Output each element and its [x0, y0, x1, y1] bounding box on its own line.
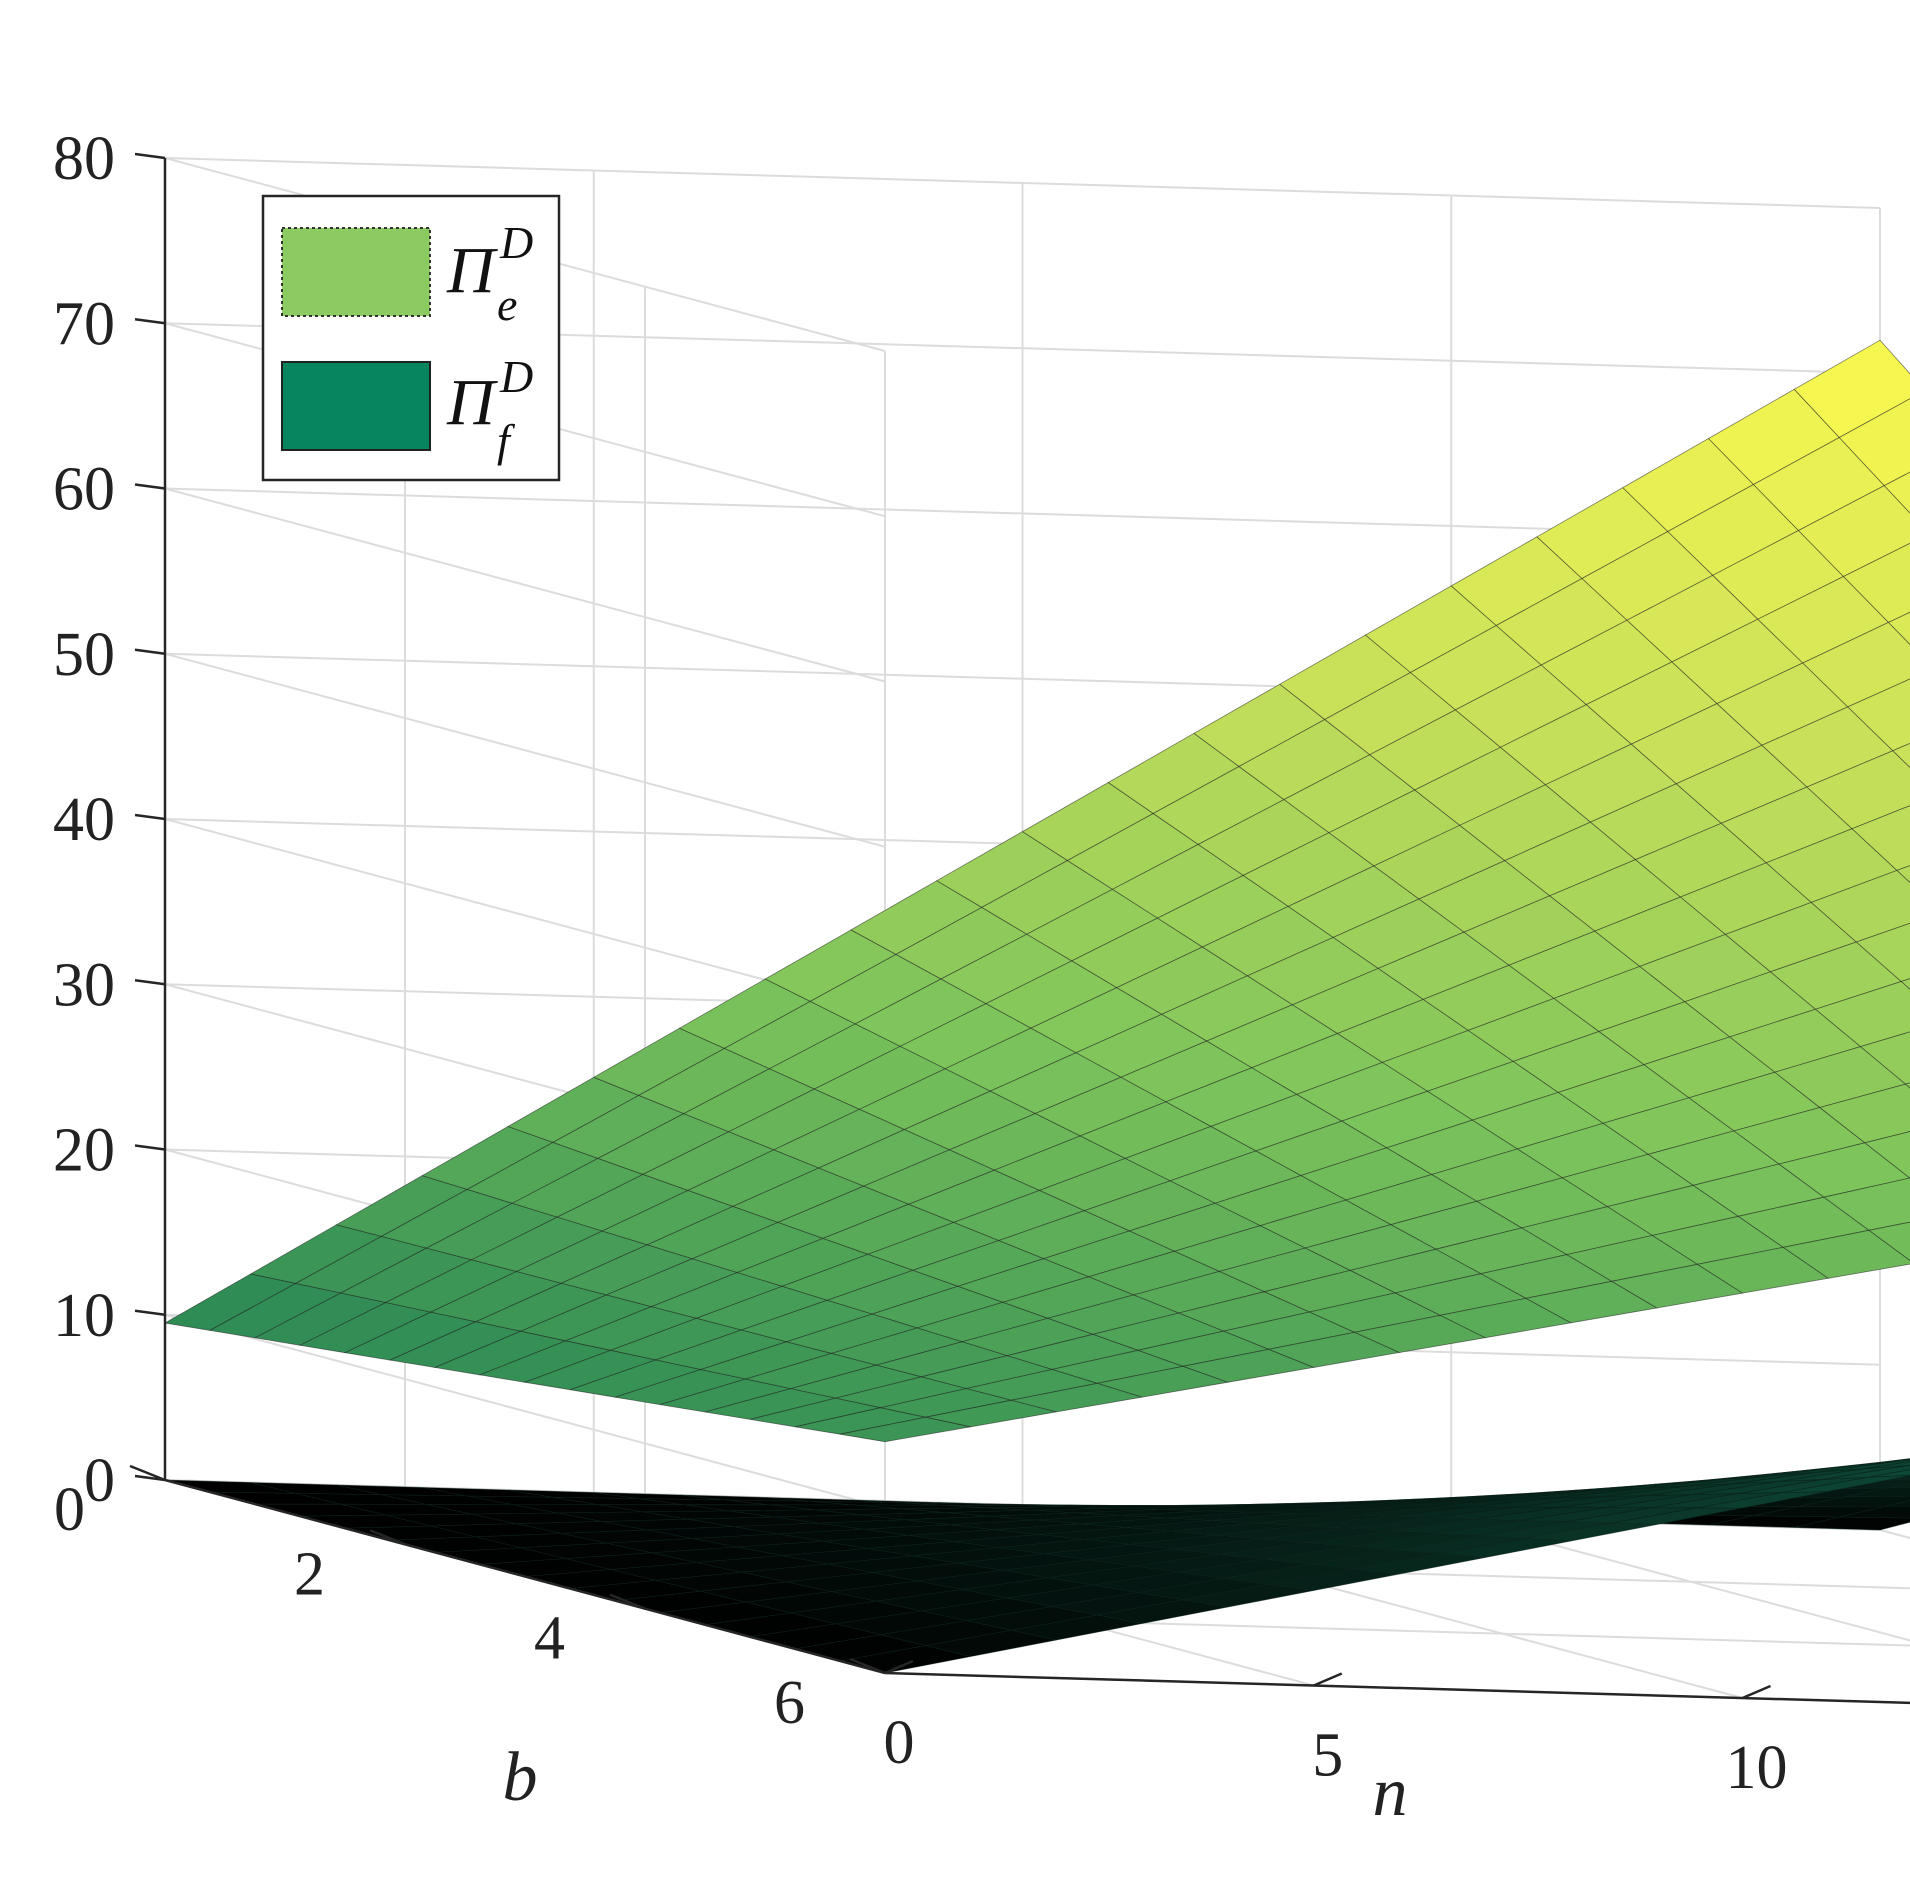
- b-tick-label: 6: [774, 1669, 805, 1737]
- axes: 01020304050607080024605101520: [53, 125, 1910, 1802]
- surface-f: [164, 1458, 1910, 1674]
- z-tick-label: 0: [84, 1447, 115, 1515]
- b-tick: [129, 1464, 166, 1482]
- surface-f-patch: [1783, 1474, 1910, 1493]
- z-tick-label: 20: [53, 1117, 115, 1185]
- surface-e-patch: [1814, 981, 1910, 1048]
- z-tick: [134, 979, 166, 986]
- grid-line-n: [1879, 1529, 1910, 1540]
- z-tick-label: 50: [53, 621, 115, 689]
- z-tick-label: 70: [53, 290, 115, 358]
- b-axis-line: [164, 1478, 886, 1675]
- legend-label-f: ΠfD: [446, 351, 533, 466]
- surface-e-patch: [1818, 1083, 1910, 1144]
- n-axis-line: [884, 1671, 1910, 1705]
- surface-f-patch: [1823, 1464, 1910, 1480]
- z-tick: [134, 483, 166, 490]
- surface-f-patch: [1905, 1459, 1910, 1461]
- legend-superscript-f: D: [499, 351, 533, 402]
- z-tick: [134, 1309, 166, 1316]
- surface-e-patch: [1823, 1177, 1910, 1231]
- surface-e-patch: [1847, 678, 1910, 752]
- surface-f-patch: [1864, 1461, 1910, 1469]
- z-tick: [134, 318, 166, 325]
- grid-line-z: [164, 487, 886, 683]
- surface-f-patch: [1884, 1500, 1910, 1507]
- surface-e-patch: [1793, 339, 1910, 439]
- z-tick-label: 60: [53, 456, 115, 524]
- x-axis-label: n: [1373, 1754, 1408, 1831]
- n-tick: [884, 1659, 914, 1675]
- surface-e-patch: [1838, 398, 1910, 487]
- surface-e-patch: [1863, 1131, 1910, 1179]
- surface-e-patch: [1887, 611, 1910, 645]
- surface-e-patch: [1806, 750, 1910, 830]
- surface-e-patch: [1868, 1221, 1910, 1261]
- n-tick: [1742, 1684, 1771, 1700]
- surface-f-patch: [1839, 1506, 1910, 1519]
- legend-subscript-e: e: [497, 279, 517, 330]
- b-tick-label: 2: [294, 1540, 325, 1608]
- z-tick: [134, 152, 166, 160]
- surface-e-patch: [1892, 742, 1910, 769]
- surface-e-patch: [1782, 1229, 1910, 1279]
- surface-e-patch: [1842, 542, 1910, 623]
- surface-e-patch: [1900, 978, 1910, 990]
- b-tick: [849, 1657, 886, 1675]
- surface-e-patch: [1802, 621, 1910, 708]
- legend-swatch-f: [281, 361, 431, 451]
- surface-e-patch: [1904, 1082, 1910, 1089]
- surface-e-patch: [1883, 471, 1910, 514]
- surface-f-patch: [1794, 1516, 1910, 1531]
- surface-e-patch: [1896, 865, 1910, 883]
- surface-e: [163, 339, 1910, 1443]
- n-tick-label: 10: [1726, 1734, 1788, 1802]
- z-tick: [134, 1144, 166, 1151]
- surface-e-patch: [1851, 805, 1910, 871]
- surface-f-patch: [1819, 1459, 1910, 1473]
- grid-line-n: [1450, 1516, 1910, 1642]
- legend-swatch-e: [281, 227, 431, 317]
- z-tick-label: 30: [53, 951, 115, 1019]
- n-tick: [1313, 1672, 1343, 1687]
- grid-line-z: [164, 1313, 886, 1509]
- n-tick-label: 5: [1312, 1722, 1343, 1790]
- surface-f-patch: [1888, 1482, 1910, 1489]
- surface-f-patch: [1868, 1469, 1910, 1478]
- legend-symbol-e: Π: [446, 234, 498, 307]
- legend: ΠeD ΠfD: [261, 194, 561, 482]
- z-tick-label: 40: [53, 786, 115, 854]
- z-tick-label: 80: [53, 125, 115, 193]
- legend-symbol-f: Π: [446, 366, 498, 439]
- surface-f-patch: [1798, 1495, 1910, 1507]
- z-tick-label: 10: [53, 1282, 115, 1350]
- legend-label-e: ΠeD: [446, 217, 533, 330]
- y-axis-label: b: [503, 1739, 538, 1816]
- b-tick: [609, 1593, 646, 1610]
- surface-e-patch: [1810, 869, 1910, 943]
- b-tick: [369, 1529, 406, 1546]
- z-tick: [134, 648, 166, 655]
- surface-f-patch: [1843, 1486, 1910, 1498]
- legend-superscript-e: D: [499, 217, 533, 268]
- n-tick-label: 0: [884, 1709, 915, 1777]
- surface-e-patch: [1797, 485, 1910, 577]
- surface-e-patch: [1855, 922, 1910, 982]
- b-tick-label: 4: [534, 1605, 565, 1673]
- surface-e-patch: [1859, 1031, 1910, 1085]
- b-tick-label: 0: [54, 1476, 85, 1544]
- surface-f-patch: [1901, 1458, 1910, 1461]
- z-tick: [134, 813, 166, 821]
- surface-f-patch: [1860, 1458, 1910, 1466]
- grid-line-z: [164, 652, 886, 848]
